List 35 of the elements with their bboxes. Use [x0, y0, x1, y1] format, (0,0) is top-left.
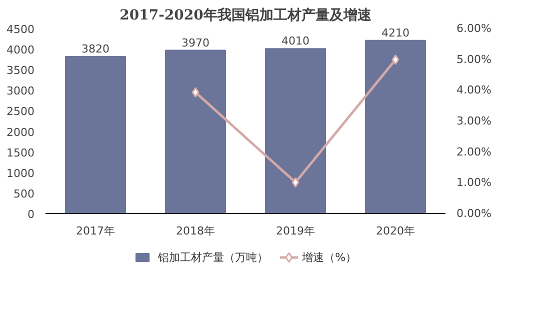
y-tick-label: 4000 [6, 44, 35, 57]
y2-tick-label: 4.00% [456, 84, 492, 97]
y-tick-label: 1500 [6, 146, 35, 160]
y-tick-label: 0 [28, 208, 34, 221]
chart-title: 2017-2020年我国铝加工材产量及增速 [120, 6, 372, 24]
point [392, 54, 400, 65]
x-tick-label: 2017年 [76, 224, 116, 238]
y2-tick-label: 5.00% [456, 52, 492, 66]
data-label: 4210 [382, 26, 410, 40]
y2-tick-label: 3.00% [456, 114, 492, 128]
x-tick-label: 2019年 [276, 224, 316, 238]
data-label: 4010 [282, 34, 310, 48]
legend-label: 铝加工材产量（万吨） [157, 251, 268, 264]
y2-tick-label: 1.00% [456, 176, 492, 190]
x-tick-label: 2020年 [376, 224, 416, 238]
y-tick-label: 1000 [6, 166, 35, 180]
x-tick-label: 2018年 [176, 224, 216, 238]
y-tick-label: 4500 [6, 23, 35, 36]
bar [365, 40, 426, 214]
y2-tick-label: 0.00% [456, 207, 492, 220]
bar [65, 56, 126, 214]
y-tick-label: 2500 [6, 105, 35, 118]
y-tick-label: 3500 [6, 64, 35, 78]
y2-tick-label: 2.00% [456, 145, 492, 158]
bar [265, 48, 326, 214]
bar [165, 50, 226, 214]
y-tick-label: 3000 [6, 84, 35, 98]
y-tick-label: 500 [14, 187, 35, 200]
y2-tick-label: 6.00% [456, 22, 492, 35]
data-label: 3820 [82, 42, 110, 56]
y-tick-label: 2000 [6, 126, 35, 139]
data-label: 3970 [182, 36, 210, 50]
point [192, 87, 200, 98]
legend-label: 增速（%） [301, 251, 357, 264]
point [292, 177, 300, 188]
